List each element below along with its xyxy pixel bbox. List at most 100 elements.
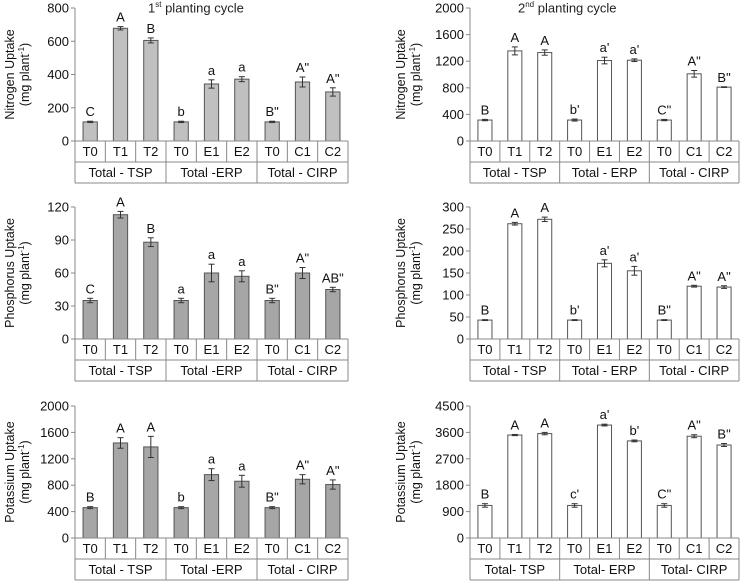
y-unit-close: ) xyxy=(409,241,423,245)
y-unit-sup: -1 xyxy=(17,46,26,54)
bar xyxy=(507,223,523,340)
significance-letter: a' xyxy=(600,40,610,55)
category-label: T2 xyxy=(537,144,552,159)
bar xyxy=(596,424,613,539)
category-label: T1 xyxy=(113,144,128,159)
y-axis-unit: (mg plant-1) xyxy=(408,43,423,106)
significance-letter: a xyxy=(208,247,216,262)
category-label: E1 xyxy=(204,541,220,556)
bar xyxy=(656,504,672,539)
y-tick-label: 200 xyxy=(442,244,464,259)
bar xyxy=(294,81,311,142)
y-unit-text: (mg plant xyxy=(18,54,32,107)
significance-letter: a xyxy=(208,63,216,78)
bar xyxy=(716,86,732,142)
bar xyxy=(82,121,98,142)
category-label: E2 xyxy=(234,144,250,159)
category-label: C2 xyxy=(325,144,342,159)
y-axis-unit: (mg plant-1) xyxy=(408,440,423,503)
y-tick-label: 0 xyxy=(62,332,69,347)
y-tick-label: 1800 xyxy=(435,478,464,493)
bar xyxy=(596,60,613,142)
y-unit-close: ) xyxy=(409,43,423,47)
category-label: T2 xyxy=(143,144,158,159)
significance-letter: A xyxy=(540,200,549,215)
y-unit-sup: -1 xyxy=(408,46,417,54)
bar xyxy=(686,435,702,539)
category-label: T0 xyxy=(265,541,280,556)
chart-p2: 0 50 100 150 200 250 300 Phosphorus Uptake (mg p… xyxy=(394,200,740,382)
significance-letter: a' xyxy=(630,249,640,264)
bar xyxy=(203,83,220,142)
bar xyxy=(264,300,280,340)
significance-letter: A" xyxy=(296,60,310,75)
significance-letter: A xyxy=(116,421,125,436)
bar xyxy=(325,484,341,539)
category-label: T0 xyxy=(174,342,189,357)
y-unit-text: (mg plant xyxy=(409,252,423,305)
category-label: E1 xyxy=(204,342,220,357)
category-label: T1 xyxy=(507,342,522,357)
title-second-rest: planting cycle xyxy=(534,0,617,16)
category-label: C2 xyxy=(716,144,733,159)
significance-letter: A" xyxy=(296,458,310,473)
y-tick-label: 400 xyxy=(47,67,69,82)
y-unit-sup: -1 xyxy=(17,444,26,452)
y-tick-label: 200 xyxy=(47,100,69,115)
category-label: T1 xyxy=(507,541,522,556)
y-unit-sup: -1 xyxy=(17,245,26,253)
category-label: E2 xyxy=(234,541,250,556)
significance-letter: b' xyxy=(570,303,580,318)
title-second-sup: nd xyxy=(525,0,535,9)
y-tick-label: 800 xyxy=(47,1,69,16)
category-label: E1 xyxy=(597,144,613,159)
group-label: Total - TSP xyxy=(483,363,547,378)
significance-letter: A xyxy=(540,415,549,430)
y-tick-label: 120 xyxy=(47,200,69,215)
category-label: T0 xyxy=(265,342,280,357)
y-tick-label: 2000 xyxy=(40,399,69,414)
bar xyxy=(173,121,189,142)
category-label: C2 xyxy=(325,541,342,556)
category-label: E1 xyxy=(204,144,220,159)
significance-letter: A xyxy=(540,33,549,48)
y-unit-close: ) xyxy=(18,241,32,245)
category-label: T0 xyxy=(83,342,98,357)
bar xyxy=(143,241,159,340)
significance-letter: b' xyxy=(630,423,640,438)
y-axis-title: Nitrogen Uptake xyxy=(3,29,17,119)
bar xyxy=(626,59,642,142)
y-tick-label: 800 xyxy=(47,478,69,493)
y-axis-title: Phosphorus Uptake xyxy=(3,218,17,328)
group-label: Total- TSP xyxy=(485,562,545,577)
y-tick-label: 900 xyxy=(442,504,464,519)
category-label: E2 xyxy=(626,144,642,159)
category-label: T0 xyxy=(477,144,492,159)
bar xyxy=(143,446,159,539)
bar xyxy=(507,50,523,142)
significance-letter: b xyxy=(178,104,185,119)
title-first-rest: planting cycle xyxy=(161,0,244,16)
y-unit-text: (mg plant xyxy=(409,54,423,107)
y-tick-label: 3600 xyxy=(435,425,464,440)
significance-letter: B" xyxy=(717,427,731,442)
significance-letter: a xyxy=(238,60,246,75)
y-tick-label: 0 xyxy=(457,531,464,546)
bar xyxy=(656,119,672,142)
group-label: Total -ERP xyxy=(180,363,242,378)
significance-letter: A xyxy=(116,10,125,25)
title-second-num: 2 xyxy=(518,0,526,16)
bar xyxy=(686,73,702,142)
significance-letter: A" xyxy=(688,268,702,283)
group-label: Total - CIRP xyxy=(267,562,337,577)
category-label: C1 xyxy=(294,342,311,357)
significance-letter: B xyxy=(481,303,490,318)
y-axis-title: Nitrogen Uptake xyxy=(394,29,408,119)
y-tick-label: 800 xyxy=(442,80,464,95)
category-label: T1 xyxy=(507,144,522,159)
category-label: C1 xyxy=(686,144,703,159)
bar xyxy=(173,300,189,340)
bar xyxy=(567,319,583,340)
group-label: Total - ERP xyxy=(572,165,638,180)
y-unit-text: (mg plant xyxy=(18,252,32,305)
